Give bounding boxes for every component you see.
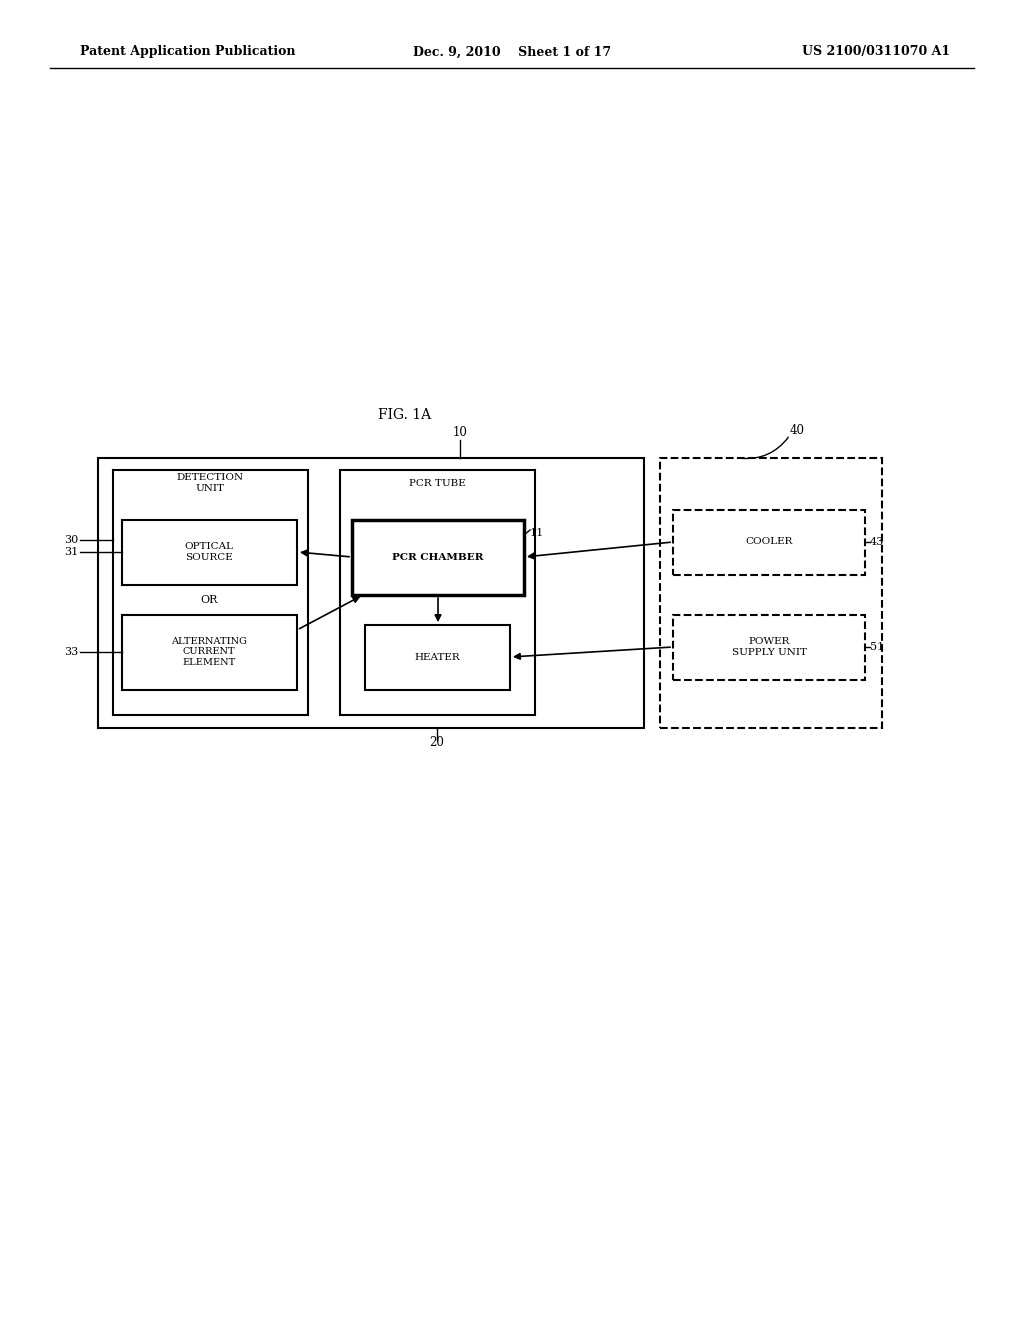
Bar	[340, 470, 535, 715]
Bar	[113, 470, 308, 715]
Bar	[98, 458, 644, 729]
Text: 40: 40	[790, 424, 805, 437]
Text: PCR TUBE: PCR TUBE	[409, 479, 465, 487]
Text: OR: OR	[201, 595, 218, 605]
Bar	[660, 458, 882, 729]
Bar	[122, 615, 297, 690]
Text: Dec. 9, 2010    Sheet 1 of 17: Dec. 9, 2010 Sheet 1 of 17	[413, 45, 611, 58]
Text: ALTERNATING
CURRENT
ELEMENT: ALTERNATING CURRENT ELEMENT	[171, 638, 247, 667]
Text: COOLER: COOLER	[745, 537, 793, 546]
Text: OPTICAL
SOURCE: OPTICAL SOURCE	[184, 543, 233, 562]
Bar	[365, 624, 510, 690]
Text: DETECTION
UNIT: DETECTION UNIT	[176, 474, 244, 492]
Text: 33: 33	[63, 647, 78, 657]
Text: 11: 11	[530, 528, 544, 539]
Text: Patent Application Publication: Patent Application Publication	[80, 45, 296, 58]
Text: US 2100/0311070 A1: US 2100/0311070 A1	[802, 45, 950, 58]
Text: 31: 31	[63, 546, 78, 557]
Text: 20: 20	[429, 735, 444, 748]
Bar	[673, 615, 865, 680]
Text: 30: 30	[63, 535, 78, 545]
Bar	[673, 510, 865, 576]
Text: POWER
SUPPLY UNIT: POWER SUPPLY UNIT	[731, 638, 807, 657]
Text: 51: 51	[870, 642, 885, 652]
Bar	[122, 520, 297, 585]
Text: HEATER: HEATER	[414, 652, 460, 661]
Text: FIG. 1A: FIG. 1A	[378, 408, 431, 422]
Text: PCR CHAMBER: PCR CHAMBER	[392, 553, 483, 561]
Bar	[352, 520, 524, 595]
Text: 43: 43	[870, 537, 885, 546]
Text: 10: 10	[453, 426, 467, 440]
